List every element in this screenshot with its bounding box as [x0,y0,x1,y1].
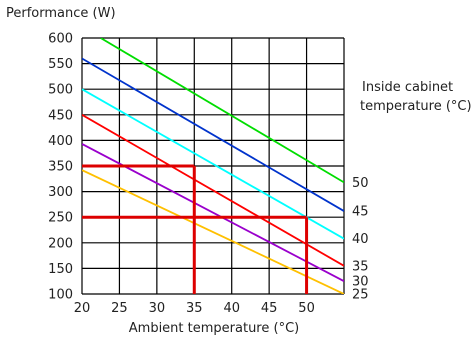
x-tick-label-30: 30 [149,301,166,316]
y-tick-label-450: 450 [48,108,73,123]
series-line-45 [82,57,344,212]
y-tick-label-600: 600 [48,32,73,47]
x-tick-label-40: 40 [223,301,240,316]
legend-label-50: 50 [352,176,369,191]
series-line-50 [100,38,344,184]
series-line-35 [82,114,344,267]
legend-title-line1: Inside cabinet [362,80,453,95]
legend-label-30: 30 [352,275,369,290]
legend-title-line2: temperature (°C) [360,99,472,114]
legend-label-35: 35 [352,259,369,274]
legend-label-40: 40 [352,232,369,247]
reference-lines [82,164,309,294]
x-tick-label-35: 35 [186,301,203,316]
legend-label-45: 45 [352,205,369,220]
y-tick-label-150: 150 [48,262,73,277]
x-tick-label-45: 45 [261,301,278,316]
x-axis-label: Ambient temperature (°C) [129,321,299,336]
y-tick-label-300: 300 [48,185,73,200]
y-tick-label-250: 250 [48,211,73,226]
y-tick-label-500: 500 [48,83,73,98]
y-tick-label-550: 550 [48,57,73,72]
x-tick-label-25: 25 [111,301,128,316]
y-tick-label-100: 100 [48,288,73,303]
tick-labels: 100 150 200 250 300 350 400 450 500 550 600 20 25 30 3… [48,32,315,317]
y-tick-label-400: 400 [48,134,73,149]
series-line-40 [82,88,344,240]
y-tick-label-200: 200 [48,236,73,251]
y-tick-label-350: 350 [48,160,73,175]
x-tick-label-50: 50 [298,301,315,316]
y-axis-label: Performance (W) [6,6,116,21]
x-tick-label-20: 20 [74,301,91,316]
series-line-25 [82,169,344,294]
legend-label-25: 25 [352,288,369,303]
